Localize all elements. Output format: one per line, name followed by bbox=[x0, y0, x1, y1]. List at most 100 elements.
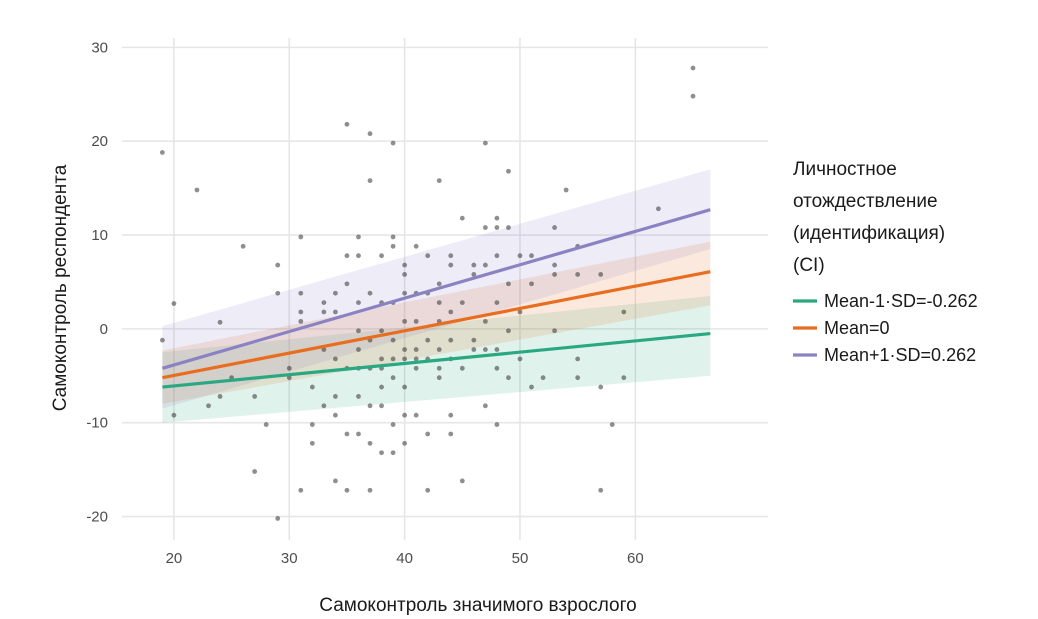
data-point bbox=[494, 347, 500, 352]
data-point bbox=[402, 318, 408, 324]
data-point bbox=[413, 356, 419, 362]
data-point bbox=[356, 347, 361, 352]
data-point bbox=[436, 178, 442, 184]
data-point bbox=[171, 412, 177, 418]
data-point bbox=[333, 290, 338, 296]
data-point bbox=[356, 431, 361, 437]
data-point bbox=[506, 281, 511, 287]
data-point bbox=[379, 450, 384, 456]
data-point bbox=[517, 253, 523, 259]
x-tick-label: 50 bbox=[512, 550, 529, 567]
data-point bbox=[356, 394, 361, 399]
data-point bbox=[552, 328, 557, 334]
data-point bbox=[217, 394, 223, 399]
data-point bbox=[425, 431, 431, 437]
data-point bbox=[506, 375, 511, 381]
data-point bbox=[275, 262, 281, 268]
data-point bbox=[494, 422, 500, 427]
legend-title-line: отождествление bbox=[793, 191, 938, 212]
data-point bbox=[379, 328, 384, 334]
data-point bbox=[598, 272, 604, 277]
data-point bbox=[471, 272, 477, 277]
data-point bbox=[298, 487, 304, 493]
data-point bbox=[448, 262, 454, 268]
data-point bbox=[263, 422, 269, 427]
data-point bbox=[563, 187, 569, 193]
data-point bbox=[413, 365, 419, 371]
data-point bbox=[471, 347, 477, 352]
confidence-band bbox=[162, 241, 711, 404]
y-axis-title: Самоконтроль респондента bbox=[50, 164, 71, 411]
data-point bbox=[333, 394, 338, 399]
data-point bbox=[413, 243, 419, 249]
legend-label: Mean=0 bbox=[824, 318, 890, 338]
data-point bbox=[459, 365, 465, 371]
grid bbox=[122, 38, 768, 540]
data-point bbox=[482, 347, 488, 352]
data-point bbox=[356, 328, 361, 334]
data-point bbox=[333, 412, 338, 418]
data-point bbox=[436, 375, 442, 381]
data-point bbox=[298, 234, 304, 240]
data-point bbox=[494, 215, 500, 221]
data-point bbox=[240, 243, 246, 249]
data-point bbox=[286, 365, 292, 371]
y-tick-label: -20 bbox=[86, 509, 108, 526]
data-point bbox=[506, 168, 511, 174]
data-point bbox=[425, 487, 431, 493]
y-tick-label: -10 bbox=[86, 415, 108, 432]
confidence-bands bbox=[162, 169, 711, 423]
data-point bbox=[344, 487, 350, 493]
data-point bbox=[298, 309, 304, 315]
data-point bbox=[286, 375, 292, 381]
data-point bbox=[482, 403, 488, 409]
data-point bbox=[402, 440, 408, 446]
data-point bbox=[379, 403, 384, 409]
regression-line bbox=[162, 331, 711, 389]
data-point bbox=[448, 337, 454, 343]
data-point bbox=[425, 337, 431, 343]
data-point bbox=[494, 300, 500, 306]
data-point bbox=[390, 422, 396, 427]
data-point bbox=[252, 394, 258, 399]
data-point bbox=[494, 225, 500, 230]
data-point bbox=[448, 431, 454, 437]
legend-title-line: Личностное bbox=[793, 159, 897, 180]
data-point bbox=[333, 309, 338, 315]
data-point bbox=[482, 140, 488, 146]
data-point bbox=[517, 356, 523, 362]
data-point bbox=[425, 253, 431, 259]
data-point bbox=[298, 318, 304, 324]
data-point bbox=[390, 234, 396, 240]
data-point bbox=[448, 412, 454, 418]
legend-title-line: (идентификация) bbox=[793, 223, 945, 244]
y-tick-label: 0 bbox=[100, 321, 108, 338]
data-point bbox=[482, 262, 488, 268]
data-point bbox=[436, 365, 442, 371]
data-point bbox=[275, 516, 281, 521]
data-point bbox=[321, 300, 327, 306]
data-point bbox=[529, 253, 534, 259]
data-point bbox=[344, 281, 350, 287]
data-point bbox=[390, 140, 396, 146]
data-point bbox=[436, 281, 442, 287]
data-point bbox=[609, 422, 615, 427]
data-point bbox=[402, 290, 408, 296]
data-point bbox=[379, 253, 384, 259]
data-point bbox=[402, 384, 408, 390]
data-point bbox=[217, 319, 223, 325]
data-point bbox=[367, 403, 373, 409]
data-point bbox=[621, 309, 627, 315]
data-point bbox=[448, 309, 454, 315]
data-point bbox=[379, 384, 384, 390]
data-point bbox=[206, 403, 211, 409]
data-point bbox=[575, 356, 581, 362]
data-point bbox=[413, 347, 419, 352]
data-point bbox=[482, 318, 488, 324]
data-point bbox=[529, 281, 534, 287]
x-axis-title: Самоконтроль значимого взрослого bbox=[319, 595, 636, 616]
data-point bbox=[344, 431, 350, 437]
data-point bbox=[252, 469, 258, 474]
data-point bbox=[171, 301, 177, 306]
legend-title-line: (CI) bbox=[793, 255, 825, 276]
